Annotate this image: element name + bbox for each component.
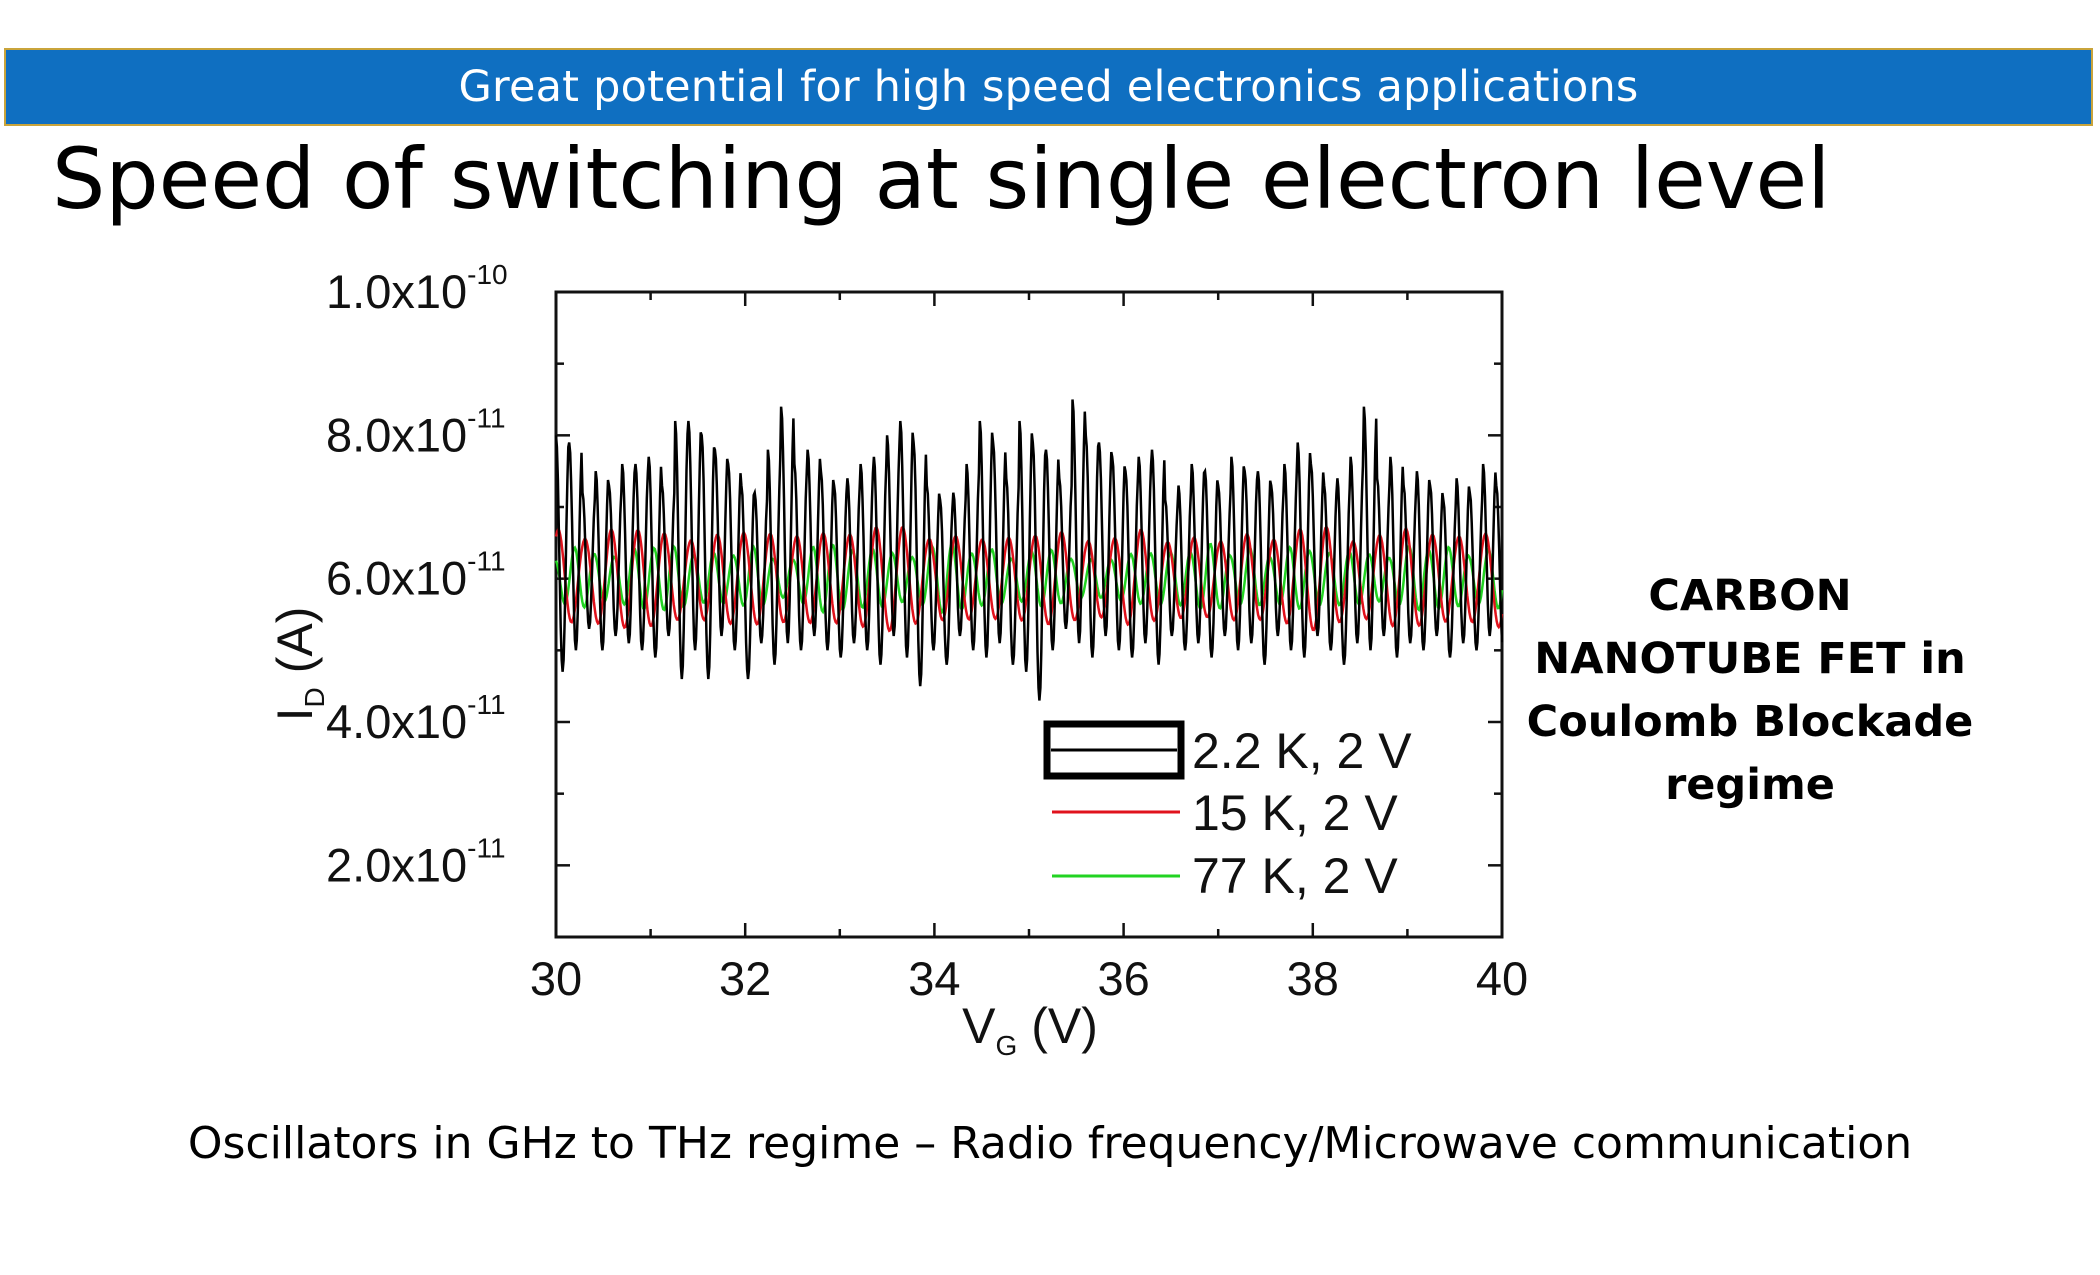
x-tick-label: 36	[1097, 952, 1149, 1005]
x-axis-label-main: V	[962, 998, 996, 1054]
x-tick-labels: 30 32 34 36 38 40	[530, 952, 1528, 1005]
side-note-line: NANOTUBE FET in	[1534, 634, 1966, 684]
side-note-line: regime	[1665, 760, 1835, 810]
legend-label-2-2k: 2.2 K, 2 V	[1192, 723, 1412, 779]
x-tick-label: 32	[719, 952, 771, 1005]
y-axis-label: ID (A)	[267, 607, 330, 722]
y-tick-label: 8.0x10-11	[326, 402, 506, 461]
y-tick-labels: 2.0x10-11 4.0x10-11 6.0x10-11 8.0x10-11 1.0x…	[326, 259, 508, 891]
side-note: CARBON NANOTUBE FET in Coulomb Blockade …	[1520, 565, 1980, 817]
side-note-line: Coulomb Blockade	[1526, 697, 1974, 747]
x-tick-label: 34	[908, 952, 960, 1005]
banner-text: Great potential for high speed electroni…	[458, 62, 1639, 112]
legend-swatch-2-2k	[1043, 720, 1185, 780]
legend: 2.2 K, 2 V 15 K, 2 V 77 K, 2 V	[1043, 720, 1412, 904]
y-axis-label-unit: (A)	[267, 607, 323, 688]
x-axis-label-unit: (V)	[1017, 998, 1098, 1054]
x-axis-label-sub: G	[996, 1030, 1018, 1061]
y-axis-label-main: I	[267, 707, 323, 721]
caption: Oscillators in GHz to THz regime – Radio…	[187, 1118, 1913, 1169]
x-tick-label: 30	[530, 952, 582, 1005]
side-note-line: CARBON	[1648, 571, 1852, 621]
slide-title: Speed of switching at single electron le…	[52, 130, 1831, 228]
y-axis-label-sub: D	[299, 687, 330, 707]
y-tick-label: 1.0x10-10	[326, 259, 508, 318]
legend-label-15k: 15 K, 2 V	[1192, 785, 1398, 841]
x-axis-label: VG (V)	[962, 998, 1098, 1061]
x-tick-label: 40	[1476, 952, 1528, 1005]
series-line-2-2k	[554, 399, 1504, 701]
series-group	[554, 399, 1504, 701]
header-banner: Great potential for high speed electroni…	[4, 48, 2093, 126]
y-tick-label: 4.0x10-11	[326, 689, 506, 748]
y-tick-label: 6.0x10-11	[326, 546, 506, 605]
y-tick-label: 2.0x10-11	[326, 832, 506, 891]
legend-label-77k: 77 K, 2 V	[1192, 848, 1398, 904]
x-tick-label: 38	[1287, 952, 1339, 1005]
